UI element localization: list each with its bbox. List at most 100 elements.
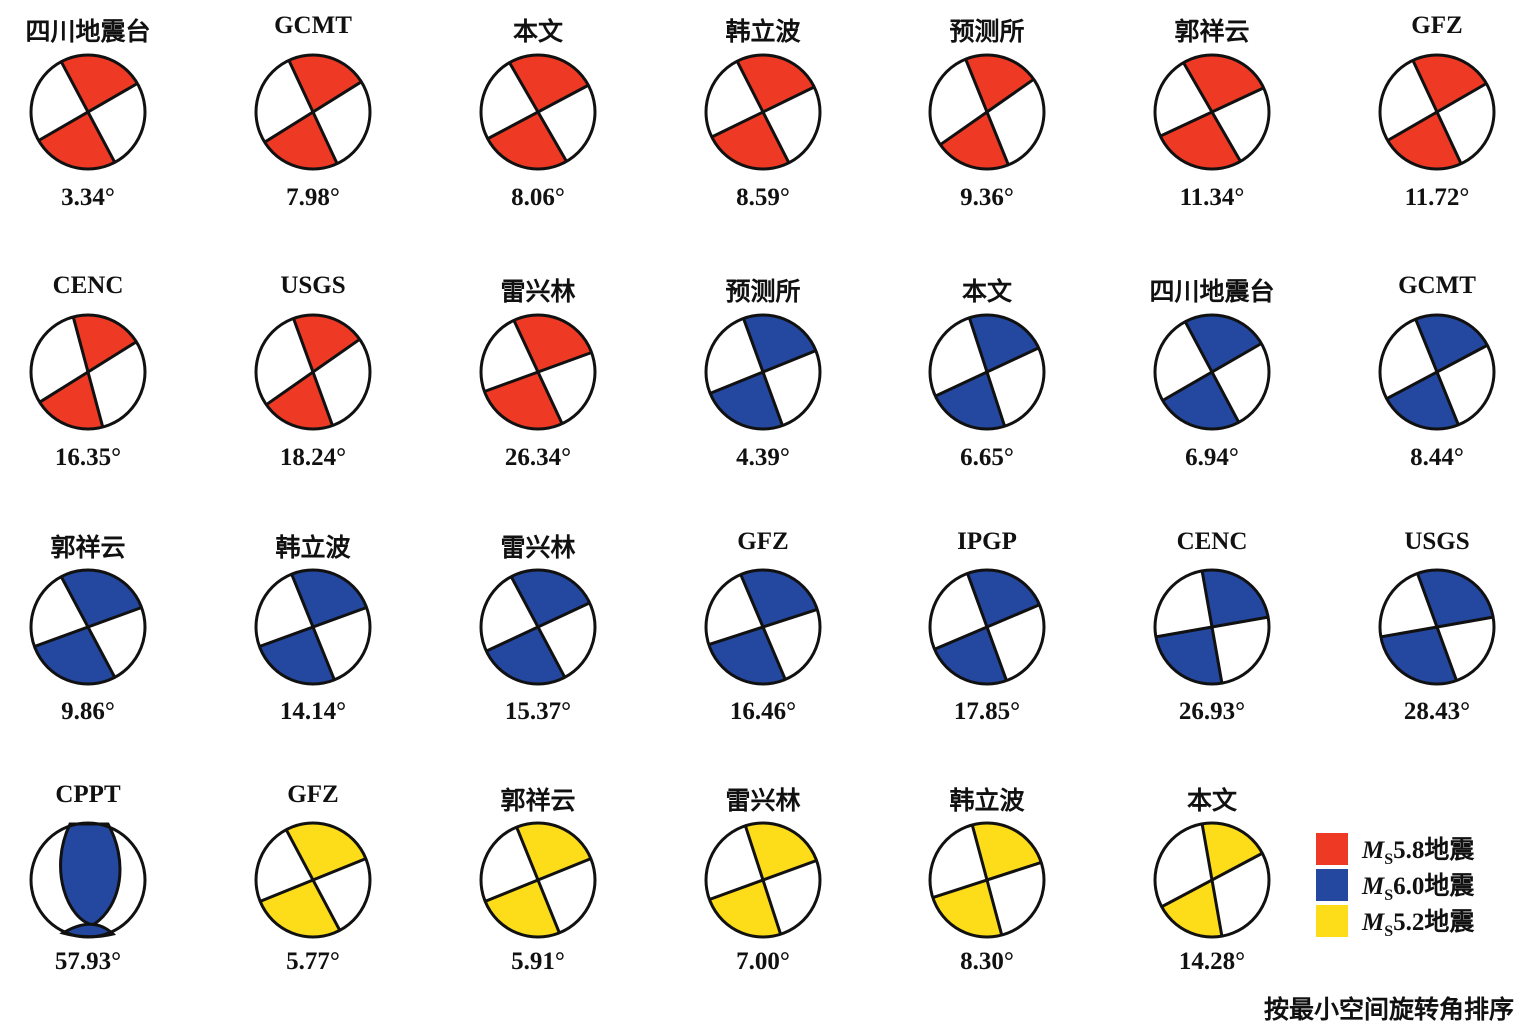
- beachball-ms52: [704, 821, 822, 939]
- beachball-outline: [704, 568, 822, 686]
- nodal-plane: [1159, 86, 1265, 138]
- legend-swatch-blue: [1316, 869, 1348, 901]
- compression-quadrant: [513, 315, 592, 372]
- source-label: 本文: [512, 19, 563, 46]
- beachball-ms60: [1153, 568, 1271, 686]
- rotation-angle-label: 6.65°: [960, 444, 1014, 471]
- compression-quadrant: [740, 570, 818, 627]
- compression-quadrant: [969, 315, 1039, 372]
- source-label: 四川地震台: [1149, 279, 1275, 306]
- compression-quadrant: [1386, 372, 1459, 429]
- rotation-angle-label: 11.72°: [1404, 184, 1470, 211]
- beachball-ms60: [479, 568, 597, 686]
- nodal-plane: [485, 601, 591, 653]
- beachball-ms52: [928, 821, 1046, 939]
- beachball-outline: [1153, 53, 1271, 171]
- compression-quadrant: [266, 372, 333, 429]
- compression-quadrant: [708, 627, 786, 684]
- source-label: USGS: [280, 272, 346, 299]
- source-label: 韩立波: [275, 535, 351, 562]
- rotation-angle-label: 9.36°: [960, 184, 1014, 211]
- source-label: 预测所: [949, 19, 1025, 46]
- beachball-ms60: [1153, 313, 1271, 431]
- compression-quadrant: [935, 372, 1005, 429]
- compression-quadrant: [293, 315, 360, 372]
- compression-quadrant: [1183, 55, 1264, 112]
- beachball-outline: [928, 313, 1046, 431]
- nodal-plane: [33, 606, 143, 648]
- rotation-angle-label: 7.00°: [736, 948, 790, 975]
- nodal-plane: [1160, 851, 1264, 909]
- rotation-angle-label: 5.77°: [286, 948, 340, 975]
- legend-item-ms52: MS5.2地震: [1316, 903, 1475, 940]
- source-label: 韩立波: [949, 788, 1025, 815]
- source-label: GFZ: [287, 781, 339, 808]
- beachball-ms58: [254, 53, 372, 171]
- beachball-outline: [928, 568, 1046, 686]
- source-label: CPPT: [55, 781, 121, 808]
- legend: MS5.8地震 MS6.0地震 MS5.2地震: [1316, 831, 1475, 940]
- rotation-angle-label: 16.35°: [54, 444, 122, 471]
- compression-quadrant: [1160, 112, 1241, 169]
- compression-quadrant: [509, 55, 589, 112]
- beachball-ms60: [704, 313, 822, 431]
- legend-label: MS5.2地震: [1362, 908, 1475, 940]
- beachball-outline: [1153, 568, 1271, 686]
- beachball-ms58: [1153, 53, 1271, 171]
- compression-quadrant: [1202, 823, 1263, 880]
- beachball-outline: [254, 313, 372, 431]
- source-label: 预测所: [725, 279, 801, 306]
- compression-quadrant: [1162, 372, 1239, 429]
- compression-quadrant: [1202, 570, 1269, 627]
- beachball-outline: [704, 313, 822, 431]
- footer-caption: 按最小空间旋转角排序: [1263, 997, 1514, 1024]
- beachball-outline: [29, 53, 147, 171]
- beachball-outline: [254, 53, 372, 171]
- beachball-outline: [479, 53, 597, 171]
- rotation-angle-label: 16.46°: [729, 698, 797, 725]
- source-label: GFZ: [737, 528, 789, 555]
- legend-label: MS5.8地震: [1362, 836, 1475, 868]
- compression-quadrant: [61, 54, 138, 112]
- beachball-outline: [1153, 313, 1271, 431]
- nodal-plane: [38, 340, 138, 404]
- nodal-plane: [486, 83, 590, 141]
- nodal-plane: [708, 607, 818, 647]
- source-label: 本文: [1186, 788, 1237, 815]
- nodal-plane: [932, 860, 1042, 900]
- nodal-plane: [1386, 82, 1488, 142]
- source-label: 四川地震台: [25, 19, 151, 46]
- beachball-outline: [704, 821, 822, 939]
- nodal-plane: [708, 859, 818, 901]
- legend-item-ms58: MS5.8地震: [1316, 831, 1475, 868]
- compression-quadrant: [1185, 315, 1262, 372]
- nodal-plane: [484, 857, 592, 903]
- nodal-plane: [1161, 342, 1263, 402]
- legend-item-ms60: MS6.0地震: [1316, 867, 1475, 904]
- nodal-plane: [939, 78, 1035, 146]
- rotation-angle-label: 26.93°: [1178, 698, 1246, 725]
- nodal-plane: [1155, 615, 1269, 639]
- legend-label: MS6.0地震: [1362, 872, 1475, 904]
- beachball-ms60: [1378, 313, 1496, 431]
- beachball-ms60: [704, 568, 822, 686]
- beachball-outline: [29, 568, 147, 686]
- beachball-ms60: [928, 313, 1046, 431]
- source-label: CENC: [52, 272, 124, 299]
- source-label: CENC: [1176, 528, 1248, 555]
- nodal-plane: [1380, 615, 1494, 639]
- rotation-angle-label: 6.94°: [1185, 444, 1239, 471]
- nodal-plane: [483, 351, 593, 393]
- nodal-plane: [709, 349, 817, 395]
- beachball-ms52: [479, 821, 597, 939]
- beachball-ms60: [928, 568, 1046, 686]
- beachball-outline: [704, 53, 822, 171]
- rotation-angle-label: 7.98°: [286, 184, 340, 211]
- rotation-angle-label: 26.34°: [504, 444, 572, 471]
- beachball-ms52: [254, 821, 372, 939]
- source-label: 韩立波: [725, 19, 801, 46]
- source-label: GFZ: [1411, 12, 1463, 39]
- legend-swatch-red: [1316, 833, 1348, 865]
- beachball-ms60: [1378, 568, 1496, 686]
- beachball-outline: [254, 821, 372, 939]
